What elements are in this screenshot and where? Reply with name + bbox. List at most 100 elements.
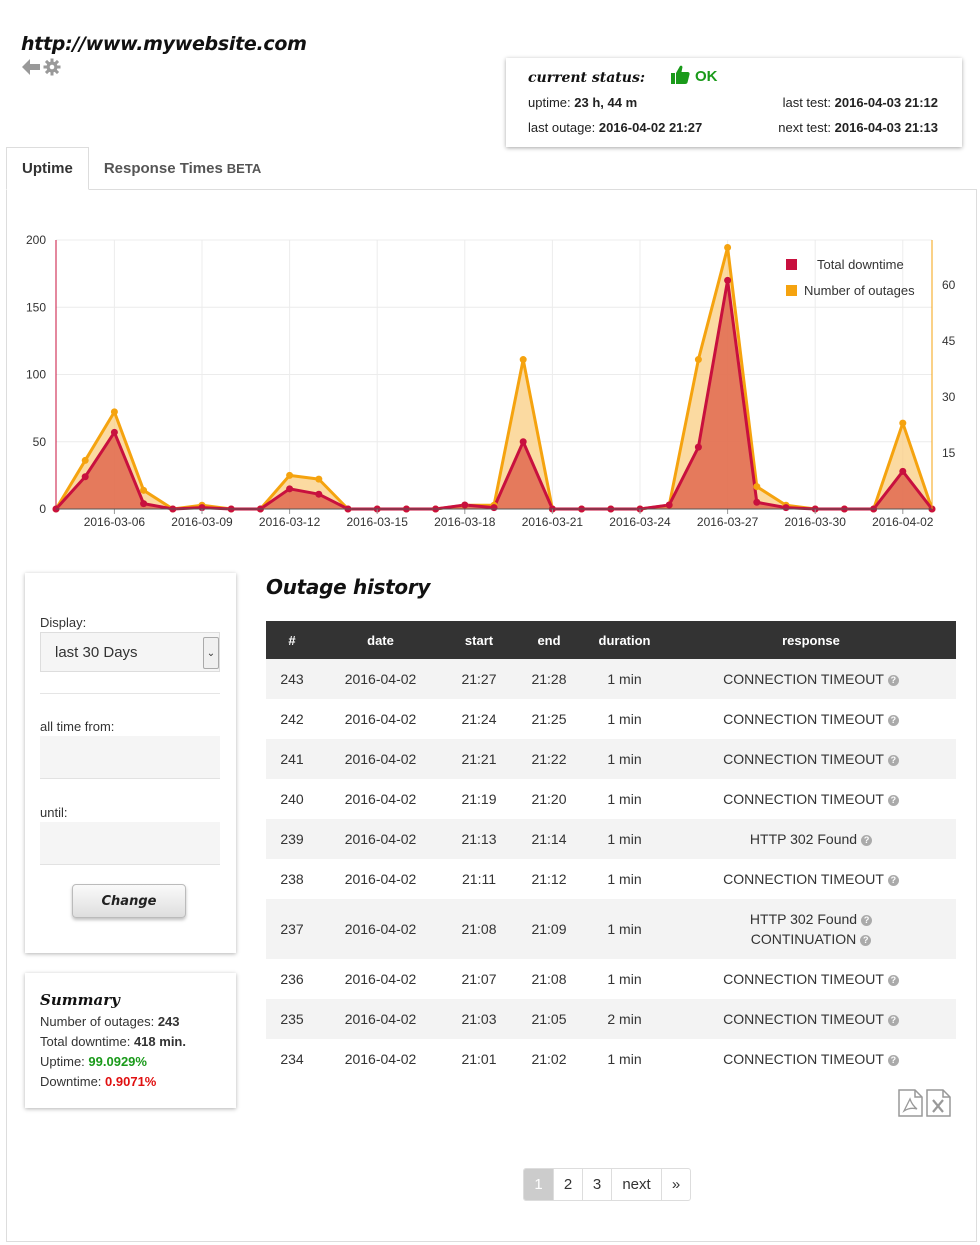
x-tick-label: 2016-03-15	[347, 515, 409, 529]
data-point	[724, 243, 732, 251]
help-icon[interactable]: ?	[887, 795, 899, 806]
cell-response: CONNECTION TIMEOUT?	[666, 859, 956, 899]
gear-icon[interactable]	[43, 58, 61, 79]
uptime-label: uptime:	[528, 95, 571, 110]
chart-axes: 0 50 100 150 200 2016-03-06 2016-03-09 2016-03-…	[26, 233, 956, 529]
data-point	[753, 498, 761, 506]
data-point	[81, 456, 89, 464]
y-left-tick-label: 100	[26, 368, 46, 382]
data-point	[724, 276, 732, 284]
series-line-total-downtime	[54, 278, 934, 511]
x-tick-label: 2016-03-27	[697, 515, 759, 529]
page-1-button[interactable]: 1	[524, 1169, 554, 1200]
data-point	[286, 485, 294, 493]
last-test-row: last test: 2016-04-03 21:12	[783, 95, 938, 110]
cell-end: 21:08	[531, 971, 567, 987]
chart-areas	[56, 247, 932, 509]
help-icon[interactable]: ?	[860, 935, 872, 946]
cell-date: 2016-04-02	[344, 711, 417, 727]
response-text: HTTP 302 Found	[749, 911, 858, 927]
summary-uptime-value: 99.0929%	[88, 1054, 147, 1069]
cell-duration: 1 min	[607, 971, 642, 987]
last-outage-row: last outage: 2016-04-02 21:27	[528, 120, 702, 135]
cell-duration: 1 min	[607, 791, 642, 807]
table-row: 235 2016-04-02 21:03 21:05 2 min CONNECTION T…	[266, 999, 956, 1039]
cell-date: 2016-04-02	[344, 921, 417, 937]
display-select[interactable]: last 30 Days ⌄	[40, 632, 220, 672]
tab-response-times[interactable]: Response Times BETA	[89, 147, 276, 190]
legend-swatch	[784, 283, 799, 298]
col-end: end	[537, 632, 561, 648]
cell-number: 236	[280, 971, 304, 987]
until-date-input[interactable]	[40, 822, 220, 865]
cell-end: 21:05	[531, 1011, 567, 1027]
data-point	[140, 500, 148, 508]
help-icon[interactable]: ?	[887, 875, 899, 886]
response-line: CONNECTION TIMEOUT?	[723, 789, 899, 809]
summary-uptime-label: Uptime:	[40, 1054, 85, 1069]
cell-date: 2016-04-02	[344, 871, 417, 887]
data-point	[694, 443, 702, 451]
response-line: CONNECTION TIMEOUT?	[723, 969, 899, 989]
data-point	[665, 501, 673, 509]
tab-uptime[interactable]: Uptime	[6, 147, 89, 190]
response-text: CONNECTION TIMEOUT	[723, 971, 884, 987]
response-text: CONNECTION TIMEOUT	[723, 711, 884, 727]
help-icon[interactable]: ?	[887, 1015, 899, 1026]
beta-badge: BETA	[226, 161, 262, 176]
cell-number: 234	[280, 1051, 304, 1067]
cell-end: 21:25	[531, 711, 567, 727]
cell-end: 21:22	[531, 751, 567, 767]
y-left-tick-label: 150	[26, 300, 46, 314]
x-tick-label: 2016-03-09	[171, 515, 233, 529]
filter-box: Display: last 30 Days ⌄ all time from: u…	[25, 573, 236, 953]
table-row: 234 2016-04-02 21:01 21:02 1 min CONNECTION T…	[266, 1039, 956, 1079]
cell-start: 21:24	[461, 711, 497, 727]
cell-number: 242	[280, 711, 304, 727]
response-line: CONNECTION TIMEOUT?	[723, 709, 899, 729]
summary-downtime-value: 0.9071%	[105, 1074, 157, 1089]
chart-grid	[56, 239, 932, 510]
help-icon[interactable]: ?	[861, 915, 873, 926]
from-date-input[interactable]	[40, 736, 220, 779]
help-icon[interactable]: ?	[861, 835, 873, 846]
cell-end: 21:02	[531, 1051, 567, 1067]
response-line: CONNECTION TIMEOUT?	[723, 669, 899, 689]
help-icon[interactable]: ?	[887, 715, 899, 726]
cell-start: 21:07	[461, 971, 497, 987]
display-select-value: last 30 Days	[55, 643, 138, 661]
change-button[interactable]: Change	[72, 884, 186, 918]
chart-lines	[54, 245, 934, 511]
x-tick-label: 2016-03-24	[609, 515, 671, 529]
help-icon[interactable]: ?	[887, 975, 899, 986]
cell-response: CONNECTION TIMEOUT?	[666, 999, 956, 1039]
page-2-button[interactable]: 2	[554, 1169, 583, 1200]
help-icon[interactable]: ?	[887, 755, 899, 766]
help-icon[interactable]: ?	[887, 675, 899, 686]
cell-number: 241	[280, 751, 304, 767]
status-indicator: OK	[670, 64, 718, 88]
data-point	[782, 504, 790, 512]
last-page-button[interactable]: »	[671, 1176, 681, 1193]
page-3-button[interactable]: 3	[583, 1169, 612, 1200]
next-page-button[interactable]: next	[612, 1169, 662, 1200]
response-text: CONNECTION TIMEOUT	[723, 751, 884, 767]
arrow-left-icon[interactable]	[21, 58, 41, 79]
x-tick-label: 2016-03-12	[259, 515, 321, 529]
help-icon[interactable]: ?	[887, 1055, 899, 1066]
summary-outages-label: Number of outages:	[40, 1014, 155, 1029]
response-text: CONNECTION TIMEOUT	[723, 791, 884, 807]
cell-duration: 1 min	[607, 711, 642, 727]
pdf-file-icon[interactable]	[898, 1089, 923, 1120]
cell-duration: 1 min	[607, 671, 642, 687]
cell-start: 21:19	[461, 791, 497, 807]
cell-response: CONNECTION TIMEOUT?	[666, 1039, 956, 1079]
cell-end: 21:14	[531, 831, 567, 847]
status-ok-text: OK	[695, 67, 718, 85]
y-left-tick-label: 200	[26, 233, 46, 247]
excel-file-icon[interactable]	[926, 1089, 951, 1120]
response-line: CONNECTION TIMEOUT?	[723, 1009, 899, 1029]
chevron-down-icon[interactable]: ⌄	[203, 637, 219, 669]
cell-date: 2016-04-02	[344, 751, 417, 767]
cell-duration: 1 min	[607, 1051, 642, 1067]
